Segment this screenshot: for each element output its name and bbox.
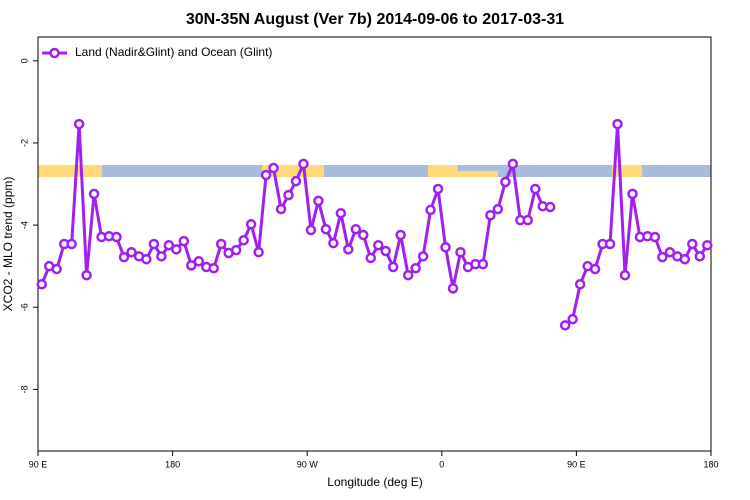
data-point [694,251,706,262]
data-point [455,246,466,258]
ocean-band [38,165,711,177]
data-point [283,189,294,201]
data-point [432,183,444,195]
data-point [111,231,122,243]
data-point [126,246,137,258]
data-point [163,239,175,251]
land-band [458,171,498,177]
data-point [193,256,205,267]
chart-title: 30N-35N August (Ver 7b) 2014-09-06 to 20… [186,11,564,28]
data-point [559,320,571,331]
data-point [350,223,362,235]
land-ocean-strip [38,165,711,177]
data-point [477,258,489,270]
data-point [507,158,519,170]
data-point [425,204,436,216]
data-point [492,203,504,215]
data-point [657,251,668,263]
data-point [544,201,556,213]
data-point [238,235,249,246]
data-point [51,263,62,275]
x-axis-label: Longitude (deg E) [327,475,422,489]
data-point [275,203,287,215]
y-tick-label: -8 [19,385,29,393]
y-tick-label: -6 [19,303,29,311]
legend-label: Land (Nadir&Glint) and Ocean (Glint) [75,45,272,59]
x-tick-label: 90 W [297,459,319,469]
data-point [148,238,160,250]
data-point [328,237,339,249]
data-point [447,283,459,294]
data-point [500,176,511,188]
data-point [268,162,279,174]
data-point [141,253,152,265]
data-point [66,238,77,250]
data-point [522,214,534,226]
data-point [178,235,190,247]
data-point [215,238,227,250]
data-point [365,252,377,264]
data-point [440,242,451,253]
data-point [73,118,85,130]
data-point [387,261,399,273]
data-point [313,195,324,207]
data-point [702,239,713,251]
data-point [619,269,631,281]
y-axis-label: XCO2 - MLO trend (ppm) [1,177,15,312]
data-point [253,246,264,258]
data-point [627,188,638,200]
x-tick-label: 180 [703,459,718,469]
data-point [395,229,406,241]
data-point [410,262,421,274]
data-point [171,244,182,255]
data-point [290,175,302,187]
data-point [649,231,661,243]
x-tick-label: 90 E [29,459,48,469]
data-point [118,251,130,263]
x-tick-label: 90 E [567,459,586,469]
y-tick-label: 0 [19,58,29,63]
y-tick-label: -2 [19,139,29,147]
data-point [320,223,332,235]
land-band [428,165,458,177]
data-point [567,313,578,325]
data-point [88,188,100,200]
data-point [245,219,257,230]
data-point [574,279,586,290]
y-tick-label: -4 [19,221,29,229]
data-point [343,244,354,255]
series-line [40,122,709,327]
data-point [664,246,676,258]
data-point [156,251,167,262]
data-point [380,245,391,257]
data-point [230,244,242,256]
data-point [530,183,541,195]
data-point [589,263,601,275]
data-point [679,253,691,265]
x-tick-label: 180 [165,459,180,469]
land-band [612,165,642,177]
data-point [372,239,384,251]
x-tick-label: 0 [439,459,444,469]
data-point [687,238,698,250]
land-band [38,165,102,177]
data-point [305,224,317,236]
data-point [186,260,197,271]
data-point [485,210,496,221]
data-point [417,251,429,262]
data-point [208,262,219,274]
data-point [335,207,347,219]
data-point [81,269,92,281]
data-point [298,158,309,170]
data-point [358,229,369,241]
legend-marker [49,47,60,59]
data-point [604,238,616,250]
data-point [260,169,272,181]
data-point [612,118,623,130]
data-point [36,279,47,290]
data-point [402,269,414,281]
